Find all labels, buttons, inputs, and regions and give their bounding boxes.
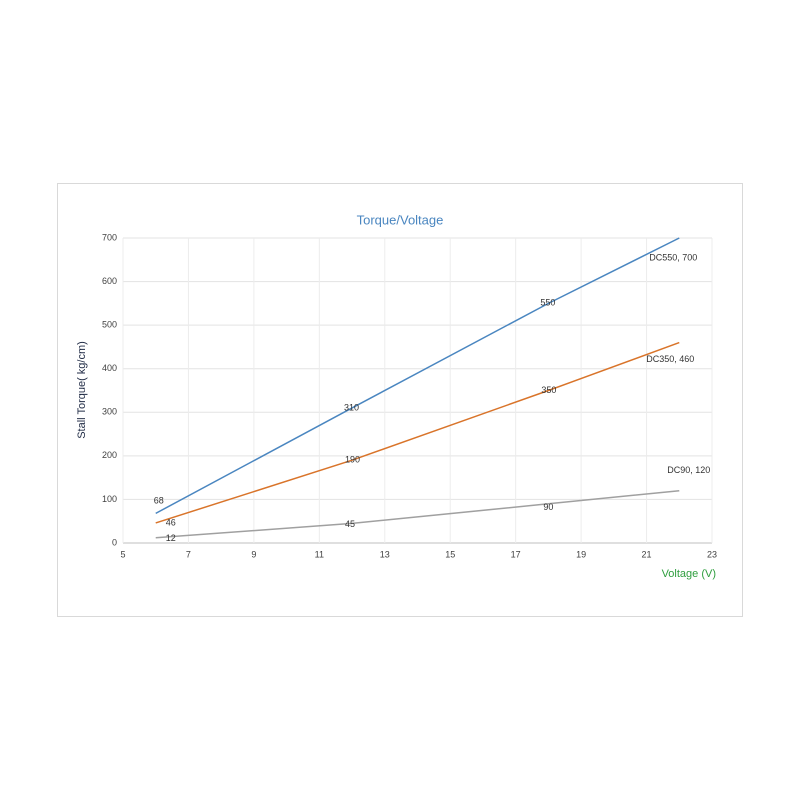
data-label: 46 — [166, 517, 176, 527]
y-tick-label: 700 — [102, 232, 117, 242]
data-label: 45 — [345, 519, 355, 529]
data-label: 12 — [166, 533, 176, 543]
data-label: 90 — [543, 502, 553, 512]
data-label: DC550, 700 — [649, 252, 697, 262]
series-line — [155, 341, 680, 524]
data-label: 310 — [344, 402, 359, 412]
x-tick-label: 5 — [120, 549, 125, 559]
x-tick-label: 7 — [186, 549, 191, 559]
chart-frame — [57, 183, 743, 617]
data-label: 68 — [154, 496, 164, 506]
y-tick-label: 400 — [102, 363, 117, 373]
y-tick-label: 0 — [112, 537, 117, 547]
x-tick-label: 15 — [445, 549, 455, 559]
data-label: 190 — [345, 455, 360, 465]
data-label: DC350, 460 — [646, 354, 694, 364]
x-axis-title: Voltage (V) — [662, 568, 716, 580]
x-tick-label: 13 — [380, 549, 390, 559]
series-line — [155, 237, 680, 515]
y-tick-label: 600 — [102, 276, 117, 286]
y-axis-title: Stall Torque( kg/cm) — [76, 341, 88, 439]
data-label: 350 — [541, 385, 556, 395]
x-tick-label: 23 — [707, 549, 717, 559]
y-tick-label: 500 — [102, 320, 117, 330]
data-label: 550 — [540, 298, 555, 308]
y-tick-label: 300 — [102, 407, 117, 417]
x-tick-label: 11 — [315, 549, 324, 559]
x-tick-label: 19 — [576, 549, 586, 559]
y-tick-label: 100 — [102, 494, 117, 504]
x-tick-label: 9 — [251, 549, 256, 559]
y-tick-label: 200 — [102, 450, 117, 460]
chart-title: Torque/Voltage — [357, 212, 444, 227]
series-line — [155, 489, 680, 539]
x-tick-label: 17 — [511, 549, 521, 559]
data-label: DC90, 120 — [667, 465, 710, 475]
x-tick-label: 21 — [642, 549, 652, 559]
